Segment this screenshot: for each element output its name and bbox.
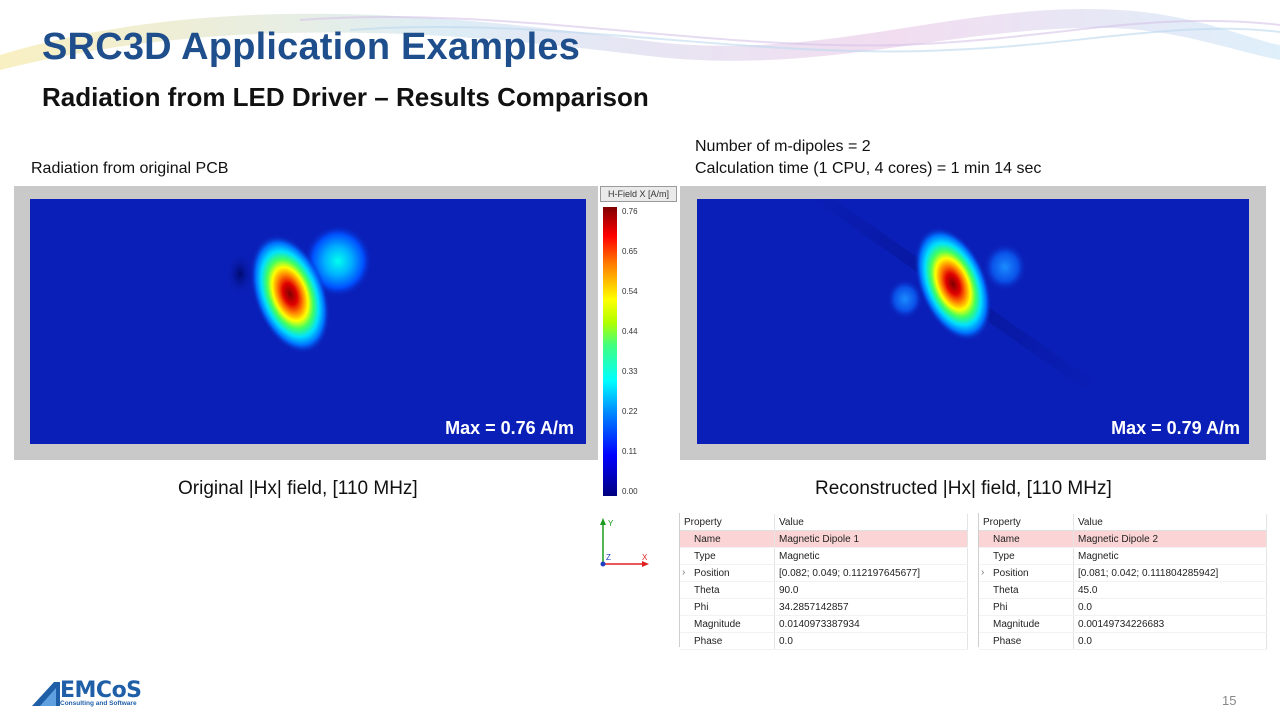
dipole-count-text: Number of m-dipoles = 2: [695, 138, 871, 155]
colorbar-tick: 0.65: [622, 247, 638, 256]
property-value[interactable]: Magnetic: [1073, 547, 1267, 565]
property-value[interactable]: Magnetic Dipole 2: [1073, 530, 1267, 548]
property-name: Name: [680, 530, 775, 548]
property-name: Phi: [680, 598, 775, 616]
left-max-label: Max = 0.76 A/m: [445, 418, 574, 438]
table-row[interactable]: Theta 45.0: [979, 581, 1267, 599]
expand-chevron-icon[interactable]: ›: [981, 567, 985, 578]
axis-y-label: Y: [608, 519, 614, 528]
property-name: Type: [979, 547, 1074, 565]
emcos-logo-icon: [32, 682, 60, 706]
property-value[interactable]: 0.0: [1073, 632, 1267, 650]
logo-name: EMCoS: [60, 678, 142, 703]
property-name: Position: [680, 564, 775, 582]
property-value[interactable]: Magnetic: [774, 547, 968, 565]
colorbar-tick: 0.54: [622, 287, 638, 296]
slide-title: SRC3D Application Examples: [42, 26, 581, 68]
table-row[interactable]: Phi 0.0: [979, 598, 1267, 616]
header-property: Property: [680, 514, 775, 531]
property-name: Phi: [979, 598, 1074, 616]
property-value[interactable]: 0.0: [1073, 598, 1267, 616]
property-value[interactable]: 45.0: [1073, 581, 1267, 599]
axis-x-label: X: [642, 553, 648, 562]
property-name: Theta: [680, 581, 775, 599]
property-value[interactable]: [0.082; 0.049; 0.112197645677]: [774, 564, 968, 582]
colorbar-tick: 0.33: [622, 367, 638, 376]
table-left-border: [679, 513, 680, 647]
header-value: Value: [774, 514, 968, 531]
property-name: Magnitude: [680, 615, 775, 633]
table-row[interactable]: Phase 0.0: [680, 632, 968, 650]
colorbar-tick: 0.22: [622, 407, 638, 416]
table-row[interactable]: Position [0.082; 0.049; 0.112197645677]: [680, 564, 968, 582]
colorbar-tick: 0.76: [622, 207, 638, 216]
slide-subtitle: Radiation from LED Driver – Results Comp…: [42, 82, 649, 112]
property-value[interactable]: 0.0140973387934: [774, 615, 968, 633]
calc-time-text: Calculation time (1 CPU, 4 cores) = 1 mi…: [695, 160, 1042, 177]
colorbar-title: H-Field X [A/m]: [600, 186, 677, 202]
reconstructed-field-plot: [697, 199, 1249, 444]
right-max-label: Max = 0.79 A/m: [1111, 418, 1240, 438]
property-value[interactable]: [0.081; 0.042; 0.111804285942]: [1073, 564, 1267, 582]
property-value[interactable]: 90.0: [774, 581, 968, 599]
table-row[interactable]: Type Magnetic: [979, 547, 1267, 565]
logo-tagline: Consulting and Software: [60, 700, 137, 707]
table-row[interactable]: Name Magnetic Dipole 2: [979, 530, 1267, 548]
dipole-1-properties-table: Property Value Name Magnetic Dipole 1 Ty…: [680, 514, 968, 650]
axes-orientation-widget: Y Z X: [600, 518, 649, 567]
table-row[interactable]: Phi 34.2857142857: [680, 598, 968, 616]
original-field-plot: [30, 199, 586, 444]
property-name: Position: [979, 564, 1074, 582]
left-panel-heading: Radiation from original PCB: [31, 160, 229, 177]
colorbar: [603, 207, 617, 496]
property-value[interactable]: 0.00149734226683: [1073, 615, 1267, 633]
page-number: 15: [1222, 693, 1237, 708]
header-value: Value: [1073, 514, 1267, 531]
left-caption: Original |Hx| field, [110 MHz]: [178, 478, 418, 499]
table-row[interactable]: Magnitude 0.00149734226683: [979, 615, 1267, 633]
table-row[interactable]: Name Magnetic Dipole 1: [680, 530, 968, 548]
property-name: Name: [979, 530, 1074, 548]
expand-chevron-icon[interactable]: ›: [682, 567, 686, 578]
colorbar-tick: 0.00: [622, 487, 638, 496]
table-row[interactable]: Magnitude 0.0140973387934: [680, 615, 968, 633]
property-value[interactable]: 0.0: [774, 632, 968, 650]
property-name: Type: [680, 547, 775, 565]
table-row[interactable]: Phase 0.0: [979, 632, 1267, 650]
property-value[interactable]: 34.2857142857: [774, 598, 968, 616]
dipole-2-properties-table: Property Value Name Magnetic Dipole 2 Ty…: [979, 514, 1267, 650]
colorbar-tick: 0.11: [622, 447, 637, 456]
table-left-border: [978, 513, 979, 647]
property-name: Phase: [680, 632, 775, 650]
property-value[interactable]: Magnetic Dipole 1: [774, 530, 968, 548]
header-swoosh-decoration: [0, 8, 1280, 70]
colorbar-tick: 0.44: [622, 327, 638, 336]
header-property: Property: [979, 514, 1074, 531]
property-name: Magnitude: [979, 615, 1074, 633]
property-name: Theta: [979, 581, 1074, 599]
table-row[interactable]: Theta 90.0: [680, 581, 968, 599]
right-caption: Reconstructed |Hx| field, [110 MHz]: [815, 478, 1112, 499]
property-name: Phase: [979, 632, 1074, 650]
table-row[interactable]: Position [0.081; 0.042; 0.111804285942]: [979, 564, 1267, 582]
axis-z-label: Z: [606, 553, 611, 562]
table-row[interactable]: Type Magnetic: [680, 547, 968, 565]
